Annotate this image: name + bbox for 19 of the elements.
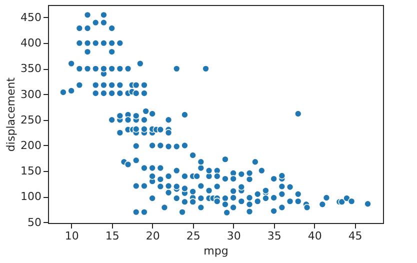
x-tick-label: 45 <box>348 230 362 242</box>
y-tick-label: 350 <box>20 62 42 76</box>
y-tick-label: 250 <box>20 113 42 126</box>
y-tick-label: 50 <box>28 216 42 229</box>
x-tick-label: 15 <box>105 230 120 242</box>
y-tick-label: 450 <box>20 10 42 24</box>
x-tick-label: 10 <box>64 230 79 242</box>
y-tick-label: 400 <box>20 36 42 50</box>
y-tick-label: 200 <box>20 138 42 152</box>
y-axis-title: displacement <box>4 76 18 152</box>
y-tick-label: 300 <box>20 88 42 101</box>
x-tick-label: 35 <box>267 230 282 242</box>
y-tick-label: 100 <box>20 190 42 204</box>
x-tick-label: 30 <box>226 230 241 242</box>
x-tick-label: 25 <box>186 230 200 242</box>
x-tick-label: 40 <box>308 230 322 242</box>
y-tick-label: 150 <box>20 164 42 178</box>
x-tick-label: 20 <box>146 230 160 242</box>
x-axis-title: mpg <box>204 244 228 258</box>
